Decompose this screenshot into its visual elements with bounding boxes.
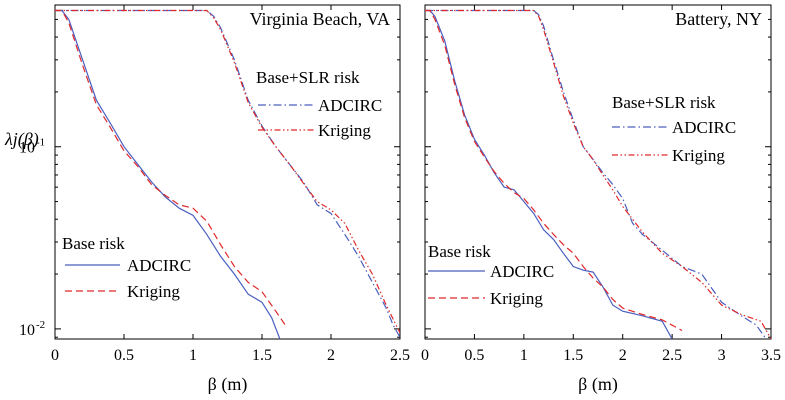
series-line-2 bbox=[55, 9, 288, 328]
series-line-4 bbox=[425, 9, 771, 339]
x-tick-label: 2.5 bbox=[662, 347, 682, 364]
x-tick-label: 1 bbox=[189, 347, 197, 364]
legend-title: Base risk bbox=[428, 242, 491, 261]
x-tick-label: 3 bbox=[718, 347, 726, 364]
series-group bbox=[425, 9, 771, 339]
legend-label: ADCIRC bbox=[127, 256, 191, 275]
x-tick-label: 2.5 bbox=[390, 347, 410, 364]
x-tick-label: 3.5 bbox=[761, 347, 781, 364]
series-group bbox=[55, 9, 400, 339]
x-tick-label: 1.5 bbox=[252, 347, 272, 364]
x-tick-label: 2 bbox=[327, 347, 335, 364]
chart-title: Battery, NY bbox=[675, 9, 762, 29]
series-line-4 bbox=[55, 9, 400, 334]
axes-frame bbox=[54, 4, 401, 340]
series-line-3 bbox=[425, 9, 767, 339]
x-tick-label: 2 bbox=[619, 347, 627, 364]
legend-label: Kriging bbox=[672, 146, 725, 165]
series-line-1 bbox=[55, 9, 281, 339]
legend-label: ADCIRC bbox=[318, 96, 382, 115]
series-line-3 bbox=[55, 9, 400, 338]
legend-title: Base risk bbox=[62, 234, 125, 253]
x-tick-label: 1 bbox=[520, 347, 528, 364]
y-tick-label: 10 bbox=[19, 140, 35, 157]
x-tick-label: 0.5 bbox=[464, 347, 484, 364]
legend-label: ADCIRC bbox=[490, 262, 554, 281]
series-line-1 bbox=[425, 9, 673, 339]
axes-frame bbox=[424, 4, 772, 340]
legend-label: Kriging bbox=[127, 282, 180, 301]
legend-title: Base+SLR risk bbox=[256, 68, 360, 87]
y-tick-label: 10 bbox=[19, 322, 35, 339]
x-tick-label: 1.5 bbox=[563, 347, 583, 364]
x-tick-label: 0 bbox=[51, 347, 59, 364]
legend-label: Kriging bbox=[490, 289, 543, 308]
series-line-2 bbox=[425, 9, 683, 332]
x-tick-label: 0 bbox=[421, 347, 429, 364]
y-axis-label: λj(β) bbox=[4, 129, 39, 150]
legend-2: Base+SLR risk ADCIRC Kriging bbox=[612, 93, 736, 165]
y-tick-exponent: -2 bbox=[36, 319, 45, 331]
legend-title: Base+SLR risk bbox=[612, 93, 716, 112]
y-tick-exponent: -1 bbox=[36, 137, 45, 149]
x-tick-label: 0.5 bbox=[114, 347, 134, 364]
x-axis-label: β (m) bbox=[578, 374, 618, 395]
legend-label: ADCIRC bbox=[672, 118, 736, 137]
legend-label: Kriging bbox=[318, 121, 371, 140]
legend-2: Base+SLR risk ADCIRC Kriging bbox=[256, 68, 382, 140]
x-axis-label: β (m) bbox=[208, 374, 248, 395]
chart-title: Virginia Beach, VA bbox=[250, 9, 390, 29]
chart-panel-2: 0 0.5 1 1.5 2 2.5 3 3.5 Battery, NY β (m) Base ris… bbox=[421, 4, 781, 395]
